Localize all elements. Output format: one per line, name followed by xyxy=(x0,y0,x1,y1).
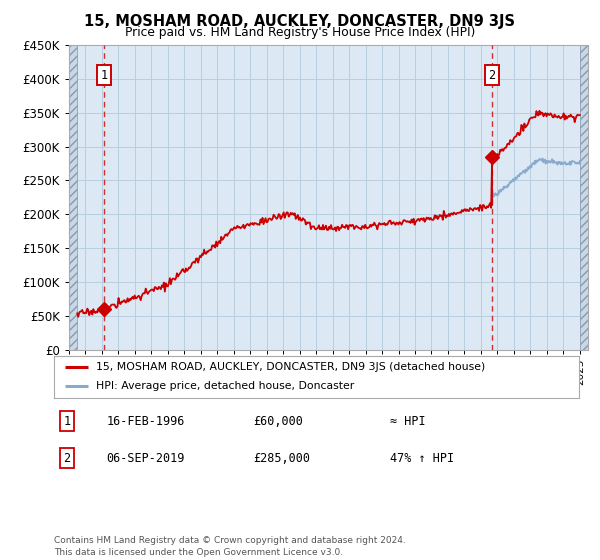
Text: HPI: Average price, detached house, Doncaster: HPI: Average price, detached house, Donc… xyxy=(96,381,354,391)
Text: 47% ↑ HPI: 47% ↑ HPI xyxy=(390,451,454,465)
Text: 16-FEB-1996: 16-FEB-1996 xyxy=(107,415,185,428)
Text: 2: 2 xyxy=(488,69,496,82)
Bar xyxy=(69,45,77,350)
Text: 15, MOSHAM ROAD, AUCKLEY, DONCASTER, DN9 3JS (detached house): 15, MOSHAM ROAD, AUCKLEY, DONCASTER, DN9… xyxy=(96,362,485,372)
Text: 06-SEP-2019: 06-SEP-2019 xyxy=(107,451,185,465)
Text: ≈ HPI: ≈ HPI xyxy=(390,415,425,428)
Text: 15, MOSHAM ROAD, AUCKLEY, DONCASTER, DN9 3JS: 15, MOSHAM ROAD, AUCKLEY, DONCASTER, DN9… xyxy=(85,14,515,29)
Text: £285,000: £285,000 xyxy=(254,451,311,465)
Text: Price paid vs. HM Land Registry's House Price Index (HPI): Price paid vs. HM Land Registry's House … xyxy=(125,26,475,39)
Text: 1: 1 xyxy=(64,415,71,428)
Text: £60,000: £60,000 xyxy=(254,415,304,428)
Text: 2: 2 xyxy=(64,451,71,465)
Bar xyxy=(580,45,588,350)
Text: Contains HM Land Registry data © Crown copyright and database right 2024.
This d: Contains HM Land Registry data © Crown c… xyxy=(54,536,406,557)
Text: 1: 1 xyxy=(100,69,107,82)
